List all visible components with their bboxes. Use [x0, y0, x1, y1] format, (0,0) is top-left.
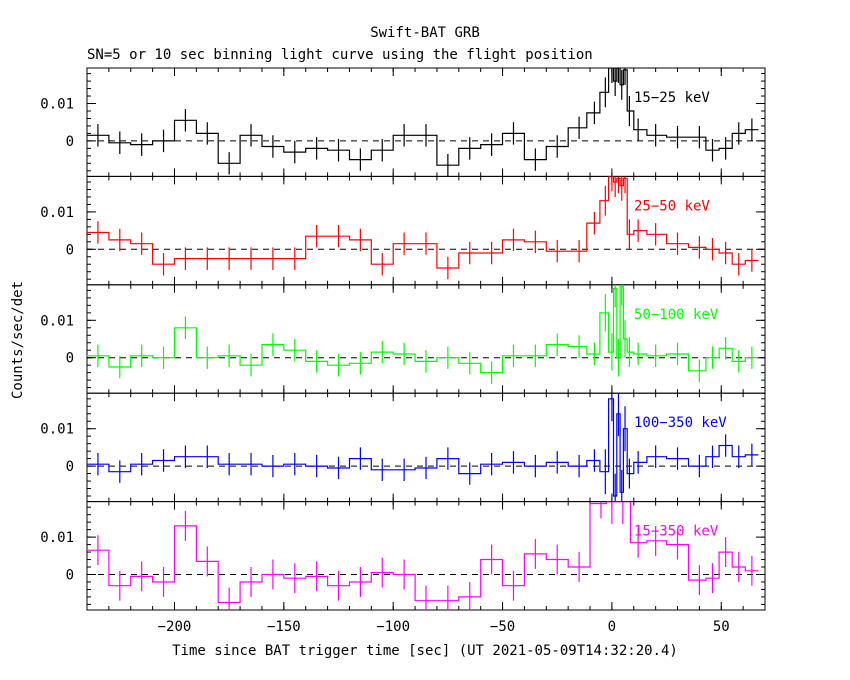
- series-marks: [87, 68, 759, 177]
- y-tick-label: 0.01: [40, 530, 74, 546]
- panel-1: 0 0.01 25−50 keV: [40, 175, 766, 286]
- y-axis-label: Counts/sec/det: [10, 281, 26, 399]
- band-label: 50−100 keV: [634, 307, 719, 323]
- band-label: 25−50 keV: [634, 198, 710, 214]
- panels: 0 0.01 15−25 keV 0 0.01 25−50 keV 0 0.01 50−100 …: [40, 67, 766, 635]
- x-tick-label: 50: [713, 619, 730, 635]
- series-step-line: [87, 398, 759, 497]
- series-step-line: [87, 68, 759, 166]
- y-tick-label: 0: [66, 134, 74, 150]
- chart-subtitle: SN=5 or 10 sec binning light curve using…: [87, 47, 593, 63]
- panel-frame: [86, 175, 766, 286]
- series-marks: [87, 501, 759, 610]
- panel-frame: [86, 67, 766, 177]
- y-tick-label: 0.01: [40, 97, 74, 113]
- x-tick-label: −200: [158, 619, 192, 635]
- x-axis-label: Time since BAT trigger time [sec] (UT 20…: [172, 643, 678, 659]
- series-step-line: [87, 286, 759, 374]
- panel-frame: [86, 392, 766, 503]
- y-tick-label: 0: [66, 459, 74, 475]
- chart-title: Swift-BAT GRB: [370, 25, 480, 41]
- series-marks: [87, 176, 759, 280]
- panel-0: 0 0.01 15−25 keV: [40, 67, 766, 177]
- band-label: 100−350 keV: [634, 415, 727, 431]
- y-tick-label: 0.01: [40, 313, 74, 329]
- panel-frame: [86, 284, 766, 394]
- panel-2: 0 0.01 50−100 keV: [40, 284, 766, 394]
- y-tick-label: 0: [66, 351, 74, 367]
- panel-3: 0 0.01 100−350 keV: [40, 392, 766, 503]
- panel-4: 0 0.01 15−350 keV: [40, 501, 766, 611]
- x-tick-label: −50: [490, 619, 515, 635]
- x-tick-label: −100: [376, 619, 410, 635]
- y-tick-label: 0: [66, 242, 74, 258]
- x-tick-label: −150: [267, 619, 301, 635]
- series-step-line: [87, 176, 759, 269]
- band-label: 15−350 keV: [634, 524, 719, 540]
- x-tick-label: 0: [608, 619, 616, 635]
- series-step-line: [87, 501, 759, 604]
- y-tick-label: 0.01: [40, 205, 74, 221]
- series-marks: [87, 284, 759, 384]
- y-tick-label: 0.01: [40, 422, 74, 438]
- y-tick-label: 0: [66, 567, 74, 583]
- series-marks: [87, 393, 759, 502]
- band-label: 15−25 keV: [634, 90, 710, 106]
